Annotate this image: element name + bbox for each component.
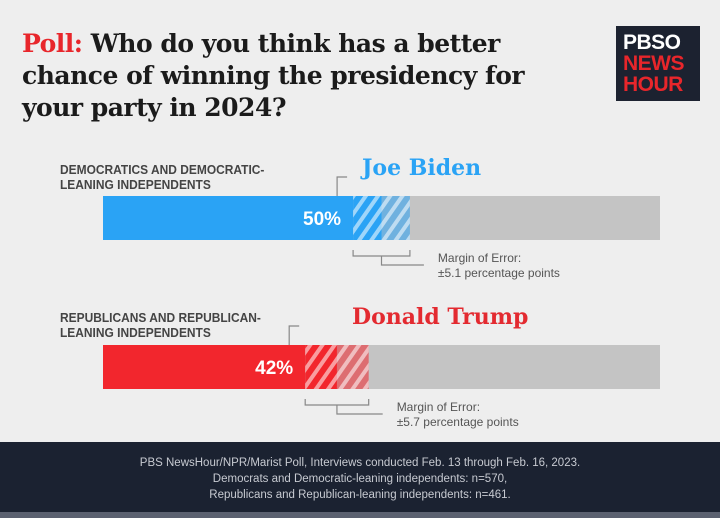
candidate-label-biden: Joe Biden <box>362 155 482 181</box>
moe-label: ±5.7 percentage points <box>397 415 519 429</box>
bottom-strip <box>0 512 720 518</box>
group-label-line: DEMOCRATICS AND DEMOCRATIC- <box>60 162 265 177</box>
moe-leader-line <box>380 256 424 266</box>
moe-bracket <box>352 250 411 257</box>
bar-value <box>103 196 354 240</box>
title-prefix: Poll: <box>22 29 83 58</box>
group-label-democrats: DEMOCRATICS AND DEMOCRATIC- LEANING INDE… <box>60 162 264 192</box>
moe-label: Margin of Error: <box>438 251 521 265</box>
footer-line: Republicans and Republican-leaning indep… <box>209 489 511 501</box>
bar-chart: 50%Margin of Error:±5.1 percentage point… <box>103 176 660 429</box>
pbs-newshour-logo: PBSO NEWS HOUR <box>616 26 700 101</box>
title-text: Who do you think has a better chance of … <box>22 29 525 122</box>
chart-title: Poll: Who do you think has a better chan… <box>22 28 582 124</box>
bar-value <box>103 345 306 389</box>
candidate-leader-line <box>336 176 348 196</box>
candidate-label-trump: Donald Trump <box>352 304 529 330</box>
bar-moe-hatch <box>353 196 410 240</box>
moe-label: ±5.1 percentage points <box>438 266 560 280</box>
moe-leader-line <box>336 405 383 415</box>
logo-line2: NEWS <box>623 52 685 75</box>
group-label-line: LEANING INDEPENDENTS <box>60 325 211 340</box>
candidate-leader-line <box>288 325 300 345</box>
logo-line1: PBSO <box>623 31 681 54</box>
group-label-line: REPUBLICANS AND REPUBLICAN- <box>60 310 261 325</box>
footer-source: PBS NewsHour/NPR/Marist Poll, Interviews… <box>0 442 720 512</box>
footer-line: Democrats and Democratic-leaning indepen… <box>212 473 508 485</box>
moe-label: Margin of Error: <box>397 400 480 414</box>
bar-value-label: 42% <box>255 358 293 379</box>
logo-line3: HOUR <box>623 73 683 96</box>
bar-moe-hatch <box>305 345 369 389</box>
group-label-line: LEANING INDEPENDENTS <box>60 177 211 192</box>
group-label-republicans: REPUBLICANS AND REPUBLICAN- LEANING INDE… <box>60 310 261 340</box>
moe-bracket <box>304 399 370 406</box>
bar-value-label: 50% <box>303 209 341 230</box>
footer-line: PBS NewsHour/NPR/Marist Poll, Interviews… <box>139 457 581 469</box>
